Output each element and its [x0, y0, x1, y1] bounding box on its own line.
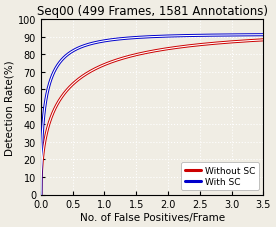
Y-axis label: Detection Rate(%): Detection Rate(%) — [5, 60, 15, 155]
With SC — [39, 193, 43, 196]
Without SC — [192, 45, 195, 47]
Without SC — [213, 43, 216, 45]
Without SC — [129, 55, 132, 58]
With SC — [192, 35, 195, 38]
With SC — [137, 37, 140, 39]
With SC — [262, 34, 265, 37]
With SC — [217, 35, 220, 37]
Without SC — [62, 94, 65, 96]
With SC — [62, 57, 65, 60]
With SC — [129, 37, 132, 40]
Line: Without SC: Without SC — [41, 41, 264, 195]
Without SC — [217, 42, 220, 45]
X-axis label: No. of False Positives/Frame: No. of False Positives/Frame — [79, 212, 225, 222]
With SC — [213, 35, 216, 37]
Without SC — [137, 53, 140, 56]
Without SC — [262, 39, 265, 42]
Legend: Without SC, With SC: Without SC, With SC — [182, 162, 259, 190]
Line: With SC: With SC — [41, 36, 264, 195]
Without SC — [39, 193, 43, 196]
Title: Seq00 (499 Frames, 1581 Annotations): Seq00 (499 Frames, 1581 Annotations) — [37, 5, 268, 18]
